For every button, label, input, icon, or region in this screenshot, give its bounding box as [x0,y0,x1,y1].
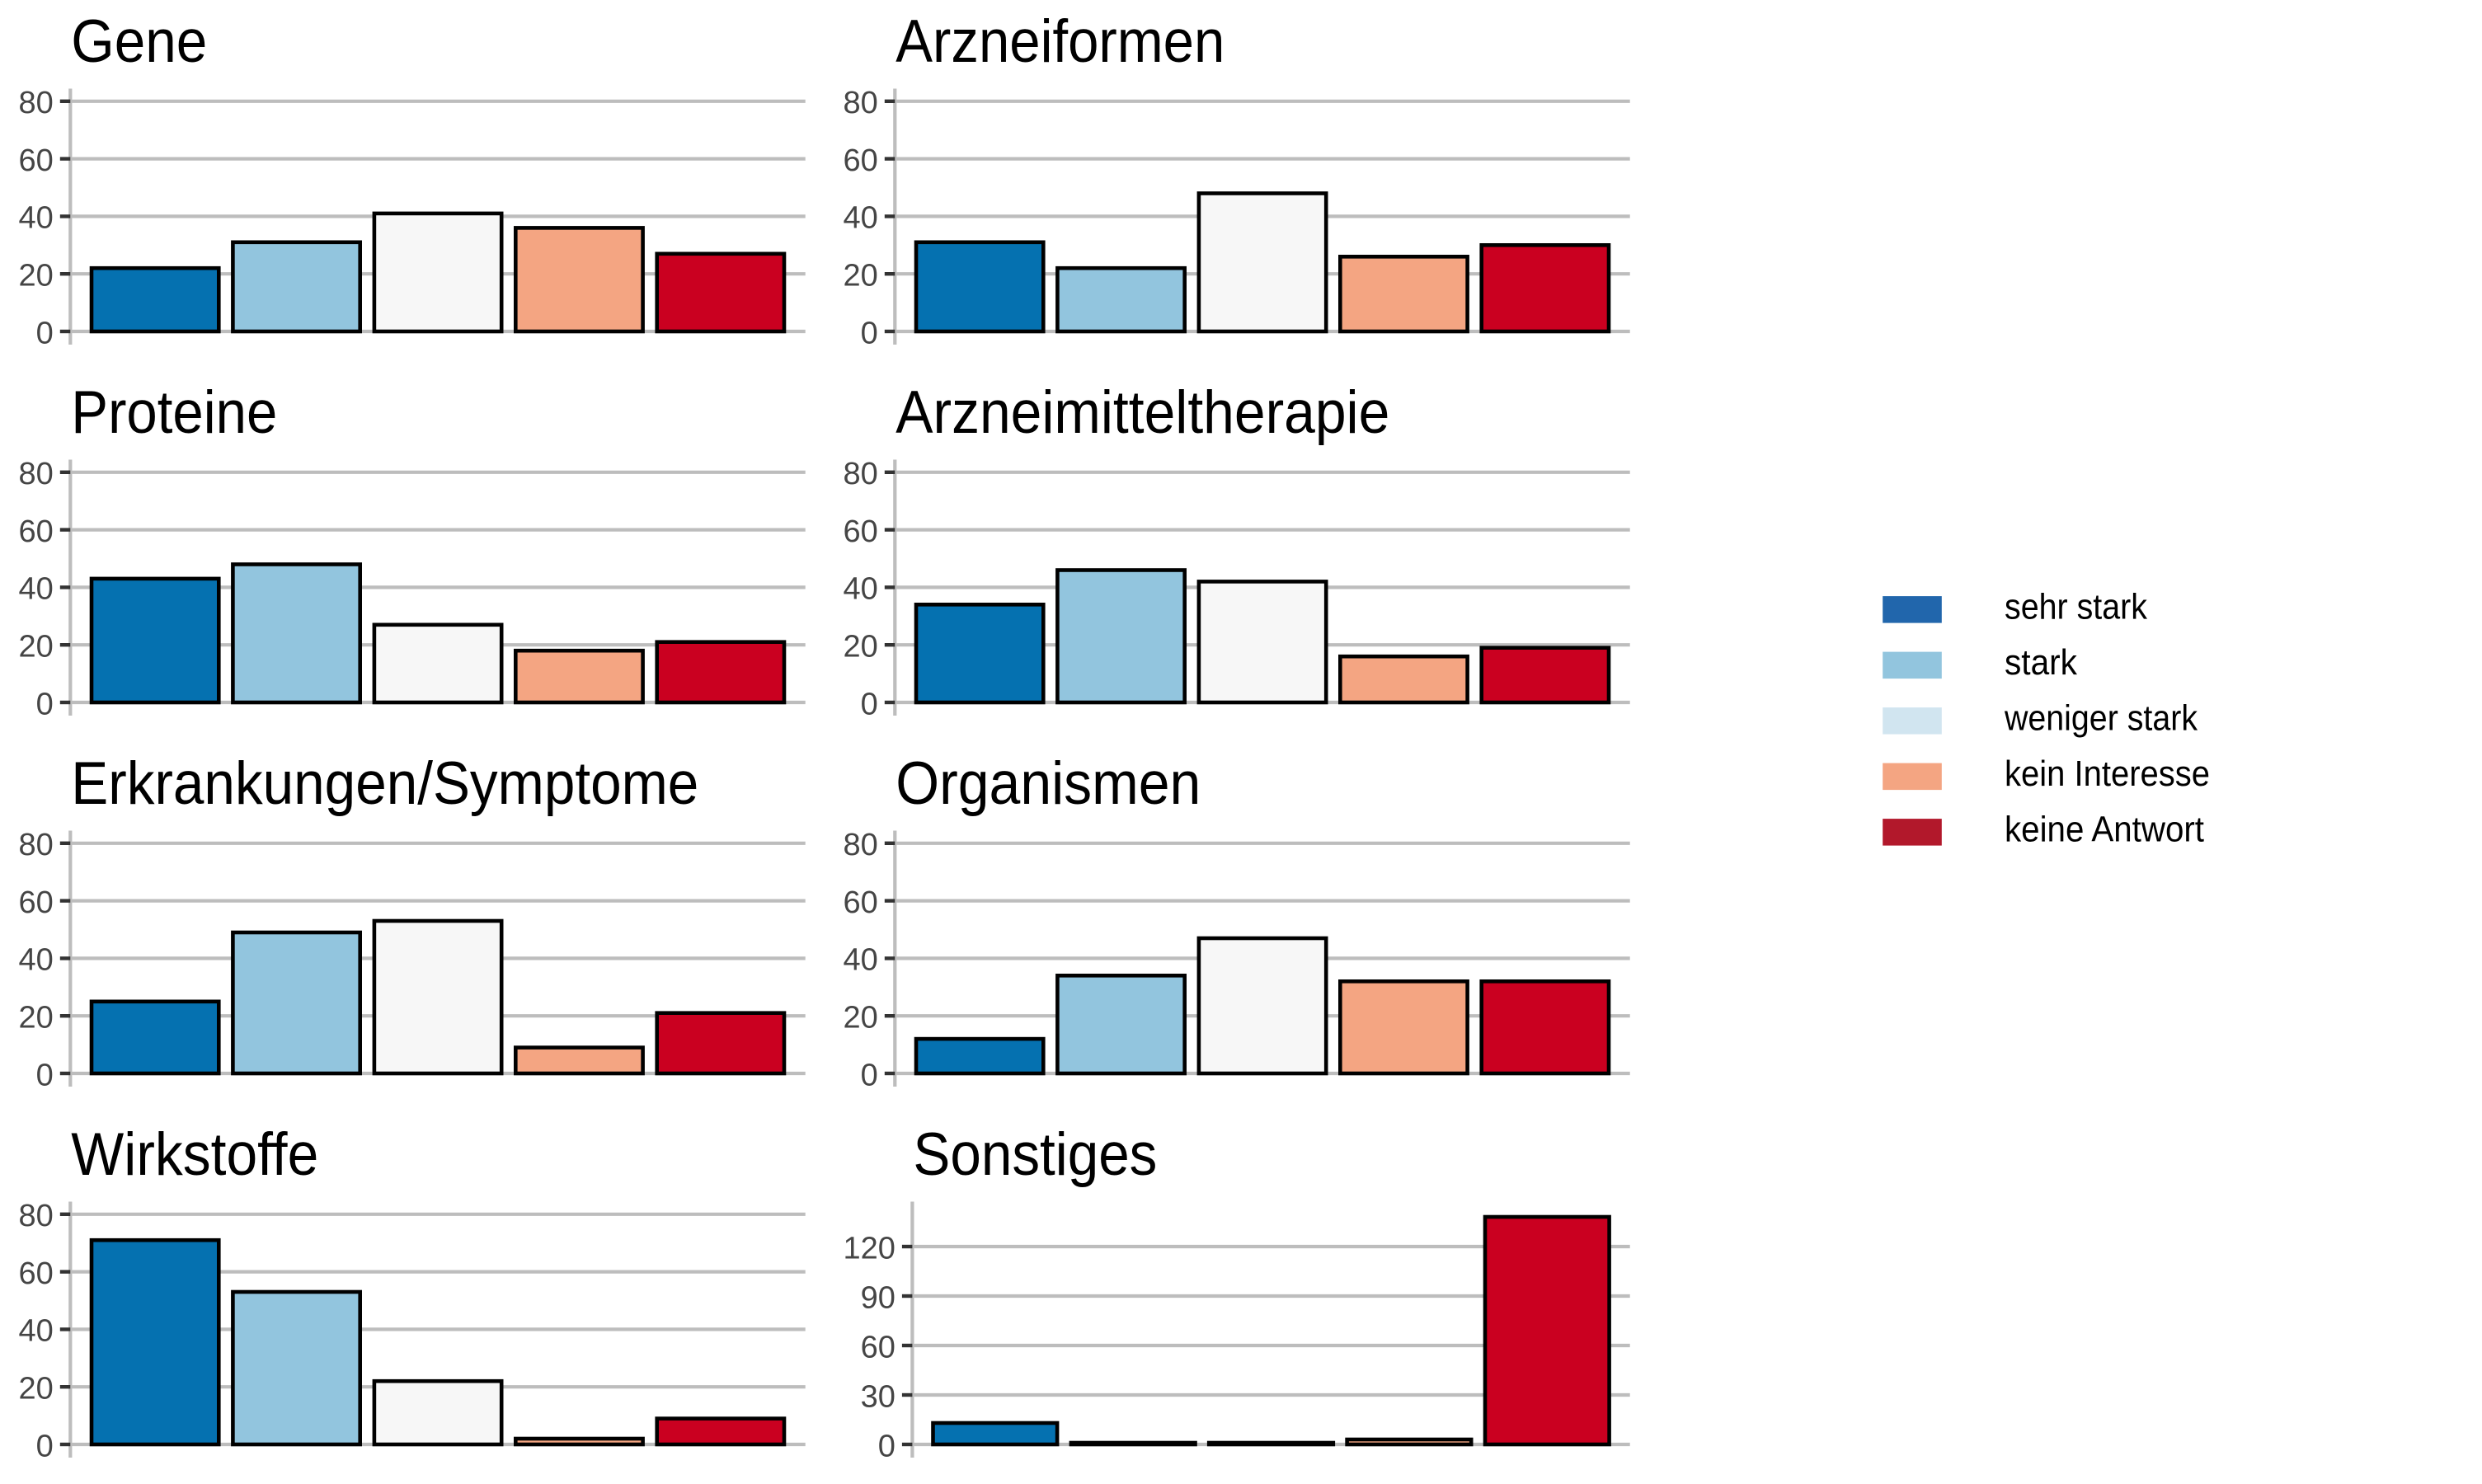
svg-text:40: 40 [844,572,878,607]
svg-text:90: 90 [861,1280,895,1315]
svg-text:0: 0 [861,316,878,350]
svg-text:Arzneimitteltherapie: Arzneimitteltherapie [895,378,1389,446]
svg-text:0: 0 [36,1429,54,1463]
svg-text:0: 0 [861,1058,878,1092]
svg-text:20: 20 [19,630,54,665]
svg-text:80: 80 [19,828,54,862]
svg-text:40: 40 [19,201,54,236]
svg-text:20: 20 [844,259,878,294]
svg-text:Organismen: Organismen [895,749,1201,817]
svg-text:0: 0 [878,1429,895,1463]
svg-text:Gene: Gene [71,7,207,75]
svg-text:Arzneiformen: Arzneiformen [895,7,1225,75]
svg-text:60: 60 [844,885,878,920]
svg-text:0: 0 [36,687,54,721]
svg-text:40: 40 [19,572,54,607]
svg-text:80: 80 [844,86,878,120]
svg-text:40: 40 [844,943,878,978]
svg-text:20: 20 [19,1372,54,1407]
svg-text:80: 80 [19,457,54,491]
svg-text:40: 40 [19,1314,54,1349]
svg-text:0: 0 [36,316,54,350]
svg-text:120: 120 [843,1231,895,1266]
svg-text:keine Antwort: keine Antwort [2005,809,2204,849]
svg-text:20: 20 [844,1001,878,1036]
svg-text:Wirkstoffe: Wirkstoffe [71,1120,318,1188]
svg-text:80: 80 [844,828,878,862]
svg-text:kein Interesse: kein Interesse [2005,754,2210,794]
svg-text:0: 0 [36,1058,54,1092]
svg-text:sehr stark: sehr stark [2005,586,2148,627]
svg-text:80: 80 [19,86,54,120]
svg-text:80: 80 [844,457,878,491]
svg-text:Erkrankungen/Symptome: Erkrankungen/Symptome [71,749,698,817]
svg-text:Proteine: Proteine [71,378,277,446]
svg-text:weniger stark: weniger stark [2004,697,2198,738]
svg-text:60: 60 [19,1256,54,1291]
svg-text:40: 40 [844,201,878,236]
svg-text:20: 20 [19,259,54,294]
svg-text:80: 80 [19,1199,54,1233]
svg-text:stark: stark [2005,642,2078,683]
svg-text:60: 60 [19,885,54,920]
svg-text:20: 20 [844,630,878,665]
svg-text:60: 60 [844,514,878,549]
svg-text:0: 0 [861,687,878,721]
svg-text:60: 60 [861,1330,895,1364]
svg-text:Sonstiges: Sonstiges [913,1120,1157,1188]
svg-text:60: 60 [19,514,54,549]
svg-text:60: 60 [844,143,878,178]
svg-text:30: 30 [861,1379,895,1414]
svg-text:40: 40 [19,943,54,978]
svg-text:20: 20 [19,1001,54,1036]
svg-text:60: 60 [19,143,54,178]
